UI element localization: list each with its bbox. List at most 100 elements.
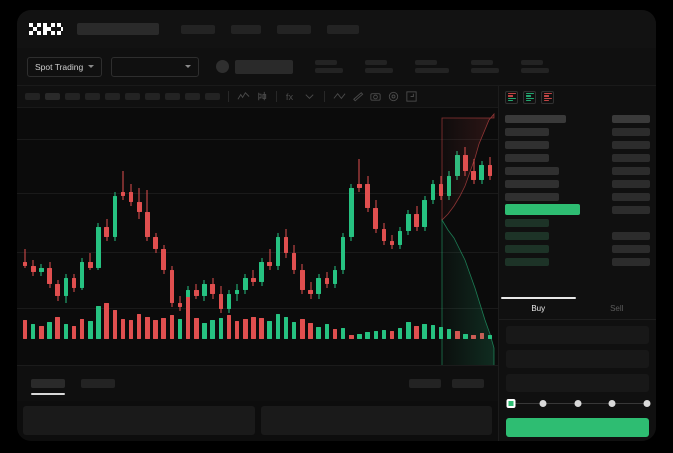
header-search-input[interactable] — [77, 23, 159, 35]
pair-select[interactable] — [111, 56, 200, 77]
candle — [340, 114, 346, 319]
volume-bar — [406, 322, 411, 339]
chart-action-1[interactable] — [452, 379, 484, 388]
timeframe-pill-8[interactable] — [185, 93, 200, 100]
order-side-tab-buy[interactable]: Buy — [499, 297, 578, 319]
trend-line-icon[interactable] — [333, 90, 346, 103]
orderbook-row[interactable] — [505, 138, 650, 151]
candle — [210, 114, 215, 319]
percent-stop-75[interactable] — [608, 400, 616, 407]
orderbook-row[interactable] — [505, 255, 650, 268]
header-nav-item-1[interactable] — [231, 24, 261, 34]
order-amount-field[interactable] — [506, 350, 649, 368]
volume-bar — [30, 324, 36, 339]
orderbook-row[interactable] — [505, 125, 650, 138]
chart-action-0[interactable] — [409, 379, 441, 388]
candle — [316, 114, 321, 319]
orderbook-row[interactable] — [505, 177, 650, 190]
measure-icon[interactable] — [351, 90, 364, 103]
candle-body — [177, 302, 183, 307]
order-side-tab-sell[interactable]: Sell — [610, 304, 624, 313]
timeframe-pill-4[interactable] — [105, 93, 120, 100]
order-price-field[interactable] — [506, 326, 649, 344]
volume-bar — [96, 305, 101, 339]
volume-bar — [39, 326, 44, 339]
percent-stop-100[interactable] — [643, 400, 651, 407]
candle-body — [145, 212, 150, 237]
ticker-stat-value — [415, 68, 450, 73]
candle — [251, 114, 256, 319]
order-side-tabs[interactable]: Buy Sell — [499, 297, 656, 320]
timeframe-pill-7[interactable] — [165, 93, 180, 100]
order-total-field[interactable] — [506, 374, 649, 392]
percent-stop-50[interactable] — [574, 400, 581, 407]
orderbook-row[interactable] — [505, 112, 650, 125]
indicators-icon[interactable]: fx — [285, 90, 298, 103]
percent-slider[interactable] — [506, 398, 651, 410]
orderbook-bids-icon[interactable] — [523, 90, 536, 104]
timeframe-pill-6[interactable] — [145, 93, 160, 100]
chevron-down-icon — [185, 65, 192, 68]
candle-body — [226, 294, 232, 309]
timeframe-selector[interactable] — [25, 93, 220, 100]
orderbook-asks-icon[interactable] — [541, 90, 554, 104]
order-book[interactable] — [499, 108, 656, 298]
chevron-down-icon[interactable] — [303, 90, 316, 103]
ticker-stat-label — [521, 60, 544, 65]
candlestick-icon[interactable] — [255, 90, 268, 103]
chart-bottom-tab-1[interactable] — [81, 379, 115, 388]
orderbook-cell-right — [612, 257, 650, 266]
line-chart-icon[interactable] — [237, 90, 250, 103]
orderbook-highlight-row[interactable] — [505, 203, 650, 216]
okx-logo[interactable] — [29, 23, 63, 35]
market-type-select[interactable]: Spot Trading — [27, 56, 103, 77]
orderbook-row[interactable] — [505, 164, 650, 177]
timeframe-pill-0[interactable] — [25, 93, 40, 100]
bottom-panel-left[interactable] — [23, 406, 255, 435]
header-nav-item-2[interactable] — [277, 24, 311, 34]
volume-bar — [153, 320, 158, 339]
orderbook-row[interactable] — [505, 242, 650, 255]
orderbook-view-toggle[interactable] — [499, 86, 656, 108]
camera-icon[interactable] — [369, 90, 382, 103]
candle — [153, 114, 158, 319]
candle — [422, 114, 427, 319]
timeframe-pill-9[interactable] — [205, 93, 220, 100]
candle-body — [381, 228, 387, 242]
orderbook-row[interactable] — [505, 190, 650, 203]
bottom-panel-right[interactable] — [260, 406, 492, 435]
orderbook-cell-right — [612, 205, 650, 214]
settings-gear-icon[interactable] — [387, 90, 400, 103]
timeframe-pill-2[interactable] — [65, 93, 80, 100]
orderbook-row[interactable] — [505, 151, 650, 164]
timeframe-pill-5[interactable] — [125, 93, 140, 100]
percent-stop-0[interactable] — [506, 399, 516, 408]
chart-tab-group[interactable] — [31, 379, 131, 395]
orderbook-cell-left — [505, 231, 549, 240]
header-nav-item-0[interactable] — [181, 24, 215, 34]
volume-histogram — [21, 297, 494, 339]
timeframe-pill-3[interactable] — [85, 93, 100, 100]
volume-bar — [104, 302, 109, 339]
candle — [194, 114, 199, 319]
candle — [406, 114, 411, 319]
candle-wick — [358, 159, 360, 192]
fullscreen-icon[interactable] — [405, 90, 418, 103]
percent-stop-25[interactable] — [539, 400, 547, 407]
chart-bottom-tab-0[interactable] — [31, 379, 65, 395]
timeframe-pill-1[interactable] — [45, 93, 60, 100]
submit-order-button[interactable] — [506, 418, 649, 437]
orderbook-row[interactable] — [505, 216, 650, 229]
volume-bar — [194, 317, 199, 339]
candle-body — [88, 261, 93, 268]
candle — [397, 114, 403, 319]
volume-bar — [340, 328, 346, 339]
candle-body — [242, 278, 248, 291]
chart-actions[interactable] — [409, 379, 484, 388]
volume-bar — [430, 325, 436, 339]
candle — [120, 114, 126, 319]
orderbook-row[interactable] — [505, 229, 650, 242]
header-nav-item-3[interactable] — [327, 24, 359, 34]
price-chart[interactable] — [17, 108, 498, 365]
orderbook-both-icon[interactable] — [505, 90, 518, 104]
